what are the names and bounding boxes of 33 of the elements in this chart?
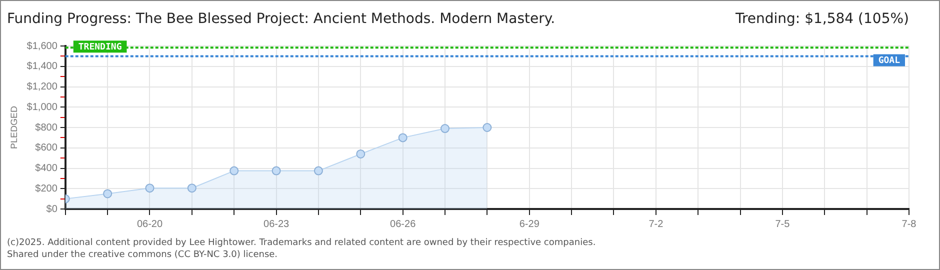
point — [314, 166, 323, 176]
x-tick-label: 06-20 — [136, 218, 163, 230]
x-tick-label: 7-8 — [902, 218, 917, 230]
y-tick-label: $600 — [35, 142, 58, 154]
point — [398, 133, 408, 142]
y-tick-label: $800 — [35, 122, 58, 134]
x-tick-label: 06-26 — [390, 218, 416, 230]
y-tick-label: $1,400 — [26, 61, 58, 72]
x-tick-label: 7-2 — [648, 218, 664, 230]
point — [103, 189, 112, 198]
y-tick-label: $1,600 — [26, 40, 58, 52]
point — [482, 123, 492, 132]
text: (c)2025. Additional content provided by Lee Hightower. Trademarks and related content are owned by their respective companies. — [7, 237, 596, 249]
y-tick-label: $0 — [46, 204, 58, 215]
y-tick-label: $1,200 — [26, 82, 58, 92]
y-tick-label: $200 — [35, 183, 58, 194]
ref-line-label: TRENDING — [78, 42, 122, 52]
chart-subtitle: Trending: $1,584 (105%) — [735, 11, 909, 27]
point — [145, 184, 154, 193]
y-axis-title: PLEDGED — [8, 105, 19, 150]
ref-line-label: GOAL — [878, 56, 901, 66]
x-tick-label: 7-5 — [775, 218, 790, 230]
point — [187, 184, 196, 193]
point — [440, 124, 450, 134]
point — [272, 166, 281, 176]
y-tick-label: $1,000 — [26, 102, 58, 113]
point — [356, 149, 366, 158]
chart-title: Funding Progress: The Bee Blessed Project: Ancient Methods. Modern Mastery. — [7, 11, 556, 27]
y-tick-label: $400 — [35, 163, 58, 174]
point — [230, 166, 239, 176]
text: Shared under the creative commons (CC BY-NC 3.0) license. — [7, 249, 279, 261]
x-tick-label: 06-23 — [264, 218, 290, 230]
x-tick-label: 6-29 — [519, 218, 540, 230]
